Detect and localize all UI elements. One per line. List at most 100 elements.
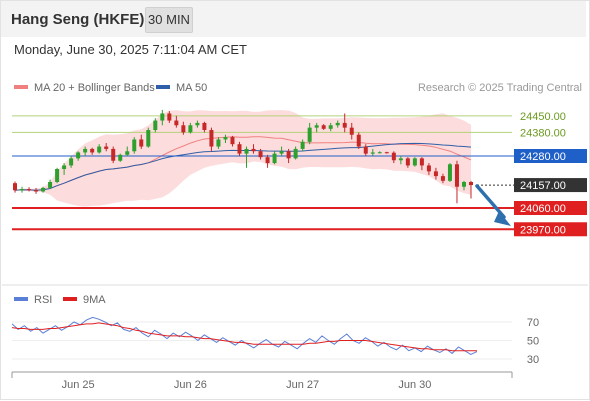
candle-body xyxy=(419,158,424,166)
x-tick-label: Jun 30 xyxy=(398,379,431,391)
candle-body xyxy=(202,122,207,130)
candle xyxy=(293,146,298,160)
candle xyxy=(69,156,74,168)
candle xyxy=(167,111,172,123)
candle xyxy=(230,135,235,147)
candle-body xyxy=(356,134,361,147)
candle xyxy=(384,151,389,154)
ma50-legend-label: MA 50 xyxy=(176,82,207,94)
candle-body xyxy=(293,148,298,159)
candle-body xyxy=(153,120,158,130)
candle-body xyxy=(223,137,228,140)
candle-body xyxy=(55,169,60,182)
candle xyxy=(469,180,473,199)
candle-body xyxy=(97,146,102,153)
candle xyxy=(377,151,382,154)
candle-body xyxy=(258,151,263,158)
candle xyxy=(321,124,326,130)
candle xyxy=(132,137,137,154)
x-tick-label: Jun 25 xyxy=(62,379,95,391)
pivot-label: 24280.00 xyxy=(520,151,566,163)
candle xyxy=(76,151,81,161)
candle xyxy=(342,113,347,133)
candlesticks xyxy=(13,109,473,204)
price-levels: 24450.00 24380.00 24280.00 24157.00 24060.00… xyxy=(12,111,587,237)
candle-body xyxy=(244,148,249,154)
candle xyxy=(335,120,340,128)
candle-body xyxy=(370,152,375,154)
candle-body xyxy=(279,151,284,154)
rsi-pane: 70 50 30 xyxy=(11,316,539,366)
rsi-legend-label: RSI xyxy=(34,294,52,306)
support-label: 24060.00 xyxy=(520,203,566,215)
candle-body xyxy=(62,165,67,169)
candle xyxy=(188,122,193,134)
timeframe-button[interactable]: 30 MIN xyxy=(145,7,193,33)
candle-body xyxy=(188,125,193,133)
candle xyxy=(181,121,186,135)
candle-body xyxy=(286,151,291,159)
moving-averages xyxy=(14,136,472,191)
candle-body xyxy=(83,148,88,153)
candle xyxy=(440,173,445,184)
candle xyxy=(412,157,417,167)
candle-body xyxy=(335,122,340,126)
price-legend: MA 20 + Bollinger Bands MA 50 Research ©… xyxy=(14,82,582,94)
candle xyxy=(237,141,242,156)
candle-body xyxy=(469,182,473,186)
forecast-arrow-head xyxy=(494,211,511,226)
candle-body xyxy=(440,176,445,181)
candle-body xyxy=(181,125,186,133)
candle xyxy=(174,115,179,128)
candle xyxy=(447,163,452,182)
candle xyxy=(125,146,130,156)
candle xyxy=(90,147,95,155)
candle-body xyxy=(426,165,431,172)
candle-body xyxy=(13,183,17,191)
candle-body xyxy=(398,158,403,161)
forecast-arrow xyxy=(475,184,511,226)
candle xyxy=(195,120,200,128)
candle xyxy=(398,156,403,165)
rsi-ma-legend-label: 9MA xyxy=(83,294,106,306)
candle-body xyxy=(209,130,214,147)
candle xyxy=(405,157,410,168)
candle-body xyxy=(307,127,312,142)
candle-body xyxy=(69,158,74,166)
candle-body xyxy=(160,113,165,121)
candle xyxy=(223,134,228,143)
candle-body xyxy=(216,139,221,147)
candle xyxy=(391,151,396,164)
candle-body xyxy=(405,158,410,166)
ma20-legend-swatch xyxy=(14,85,28,89)
rsi-ma-line xyxy=(11,322,477,352)
candle-body xyxy=(27,189,32,191)
candle xyxy=(370,148,375,156)
candle xyxy=(202,121,207,133)
candle xyxy=(272,151,277,165)
rsi-legend: RSI 9MA xyxy=(14,294,106,306)
candle-body xyxy=(454,164,459,187)
candle-body xyxy=(363,146,368,154)
candle xyxy=(363,144,368,156)
candle-body xyxy=(146,130,151,147)
candle xyxy=(34,187,39,194)
candle-body xyxy=(167,113,172,121)
ma50-line xyxy=(14,142,472,191)
x-tick-label: Jun 27 xyxy=(286,379,319,391)
candle xyxy=(251,144,256,154)
candle xyxy=(314,122,319,133)
candle xyxy=(307,122,312,145)
candle-body xyxy=(230,137,235,145)
candle xyxy=(160,109,165,126)
candle-body xyxy=(265,157,270,164)
candle-body xyxy=(328,125,333,129)
header-bar: Hang Seng (HKFE) 30 MIN xyxy=(1,1,586,37)
timestamp: Monday, June 30, 2025 7:11:04 AM CET xyxy=(14,42,247,57)
candle-body xyxy=(118,154,123,161)
candle-body xyxy=(321,125,326,129)
candle xyxy=(27,187,32,192)
candle xyxy=(55,167,60,184)
candle xyxy=(328,122,333,132)
